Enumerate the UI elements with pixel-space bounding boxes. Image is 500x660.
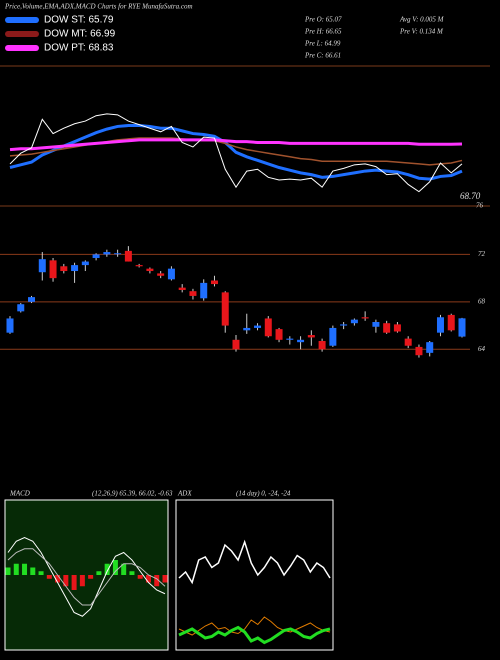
macd-hist [38, 571, 44, 575]
adx-line [178, 625, 331, 645]
candle-body [404, 338, 412, 346]
pre-value: Pre C: 66.61 [304, 52, 341, 60]
candle-body [318, 340, 326, 350]
candle-body [60, 266, 68, 272]
macd-hist [30, 567, 36, 575]
candle-body [286, 338, 294, 340]
adx-line [178, 539, 331, 585]
candle-body [361, 317, 369, 319]
candle-body [17, 304, 25, 312]
y-tick-label: 64 [478, 345, 486, 353]
candle-body [178, 287, 186, 290]
pre-value: Avg V: 0.005 M [399, 16, 445, 24]
macd-hist [46, 575, 52, 579]
candle-body [135, 265, 143, 267]
macd-hist [79, 575, 85, 587]
macd-hist [154, 575, 160, 587]
pre-value: Pre O: 65.07 [304, 16, 342, 24]
candle-body [243, 327, 251, 331]
legend-label: DOW PT: 68.83 [44, 43, 114, 54]
legend-swatch [5, 17, 39, 23]
y-tick-label: 68 [478, 297, 486, 305]
legend-swatch [5, 31, 39, 37]
y-tick-label: 72 [478, 250, 486, 258]
candle-body [49, 260, 57, 279]
candle-body [221, 292, 229, 326]
candle-body [340, 324, 348, 326]
macd-hist [104, 563, 110, 575]
candle-body [232, 339, 240, 350]
candle-body [447, 314, 455, 331]
candle-body [275, 329, 283, 340]
macd-hist [5, 567, 11, 575]
candle-body [146, 268, 154, 272]
candle-body [103, 252, 111, 255]
candle-body [71, 265, 79, 272]
candle-body [28, 297, 36, 302]
adx-panel [175, 499, 334, 651]
price-line [9, 113, 463, 193]
candle-body [167, 268, 175, 280]
panel-title: MACD [9, 490, 30, 498]
macd-hist [55, 575, 61, 583]
candle-body [189, 291, 197, 296]
pre-value: Pre V: 0.134 M [399, 28, 444, 36]
macd-hist [88, 575, 94, 579]
candle-body [383, 323, 391, 333]
candle-body [254, 325, 262, 328]
page-title: Price,Volume,EMA,ADX,MACD Charts for RYE… [4, 3, 193, 11]
candle-body [6, 318, 14, 333]
candle-body [415, 346, 423, 356]
macd-line [7, 548, 166, 606]
macd-hist [22, 563, 28, 575]
macd-hist [71, 575, 77, 590]
ema-line [9, 124, 463, 181]
candle-body [458, 318, 466, 337]
candle-body [393, 324, 401, 332]
macd-hist [162, 575, 168, 583]
macd-hist [121, 563, 127, 575]
pre-value: Pre L: 64.99 [304, 40, 341, 48]
price-label: 68.70 [460, 191, 481, 201]
candle-body [297, 339, 305, 343]
macd-hist [129, 571, 135, 575]
macd-hist [145, 575, 151, 583]
panel-subtitle: (14 day) 0, -24, -24 [236, 490, 291, 498]
macd-hist [96, 571, 102, 575]
candle-body [264, 318, 272, 337]
candle-body [114, 253, 122, 255]
adx-line [178, 616, 331, 636]
price-label: 76 [476, 202, 484, 210]
candle-body [329, 327, 337, 346]
candle-body [124, 250, 132, 262]
legend-swatch [5, 45, 39, 51]
candle-body [210, 280, 218, 285]
legend-label: DOW ST: 65.79 [44, 15, 114, 26]
macd-hist [137, 575, 143, 579]
candle-body [38, 259, 46, 273]
ema-line [9, 138, 463, 152]
macd-hist [63, 575, 69, 587]
candle-body [200, 282, 208, 299]
candle-body [372, 322, 380, 327]
macd-hist [13, 563, 19, 575]
candle-body [81, 261, 89, 266]
macd-hist [112, 560, 118, 575]
panel-title: ADX [177, 490, 192, 498]
candle-body [307, 335, 315, 338]
candle-body [92, 254, 100, 258]
panel-subtitle: (12,26,9) 65.39, 66.02, -0.63 [92, 490, 173, 498]
candle-body [436, 317, 444, 333]
legend-label: DOW MT: 66.99 [44, 29, 116, 40]
candle-body [350, 319, 358, 324]
candle-body [157, 273, 165, 276]
macd-line [7, 536, 166, 617]
candle-body [426, 342, 434, 353]
pre-value: Pre H: 66.65 [304, 28, 342, 36]
